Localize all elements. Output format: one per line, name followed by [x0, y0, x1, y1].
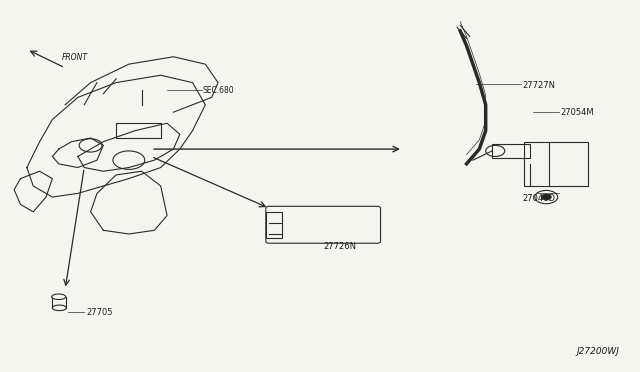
Text: 27046D: 27046D [523, 195, 556, 203]
Circle shape [541, 194, 551, 200]
Bar [524, 142, 588, 186]
Text: 27727N: 27727N [523, 81, 556, 90]
Text: FRONT: FRONT [62, 53, 88, 62]
Bar [266, 212, 282, 238]
Text: J27200WJ: J27200WJ [577, 347, 620, 356]
Bar [116, 123, 161, 138]
Text: 27705: 27705 [86, 308, 113, 317]
Text: SEC.680: SEC.680 [203, 86, 234, 95]
Bar [492, 144, 531, 158]
Text: 27726N: 27726N [323, 243, 356, 251]
Text: 27054M: 27054M [561, 108, 595, 118]
